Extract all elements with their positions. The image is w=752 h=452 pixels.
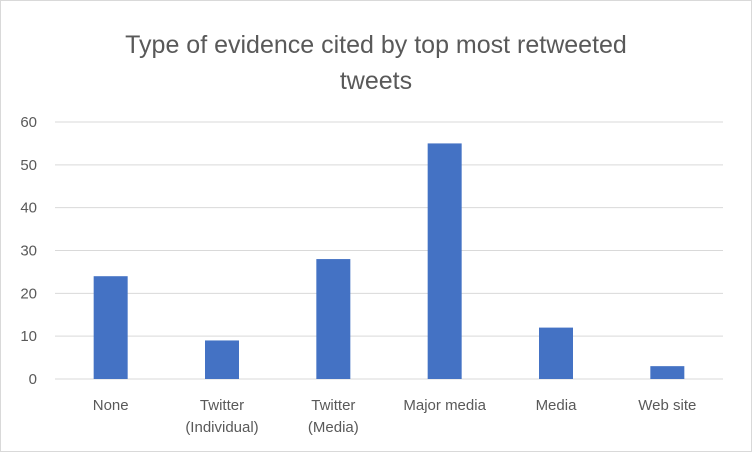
chart-title-line-2: tweets	[339, 67, 413, 95]
x-category-label-line: Twitter	[200, 397, 244, 414]
bar	[205, 340, 239, 379]
y-tick-label: 0	[29, 371, 37, 388]
x-category-label: Media	[536, 397, 578, 414]
x-category-label: Web site	[638, 397, 696, 414]
x-category-label: Twitter (Individual)	[185, 397, 258, 436]
x-category-label-line: (Individual)	[185, 419, 258, 436]
x-category-label: Major media	[403, 397, 486, 414]
x-category-label-line: Twitter	[311, 397, 355, 414]
x-category-label-line: (Media)	[308, 419, 359, 436]
bar	[539, 327, 573, 379]
bar	[93, 276, 128, 379]
bar	[650, 366, 685, 379]
x-category-label: Twitter (Media)	[308, 397, 359, 436]
y-tick-label: 10	[20, 328, 37, 345]
chart-title-line-1: Type of evidence cited by top most retwe…	[125, 31, 627, 59]
x-category-label-line: None	[93, 397, 129, 414]
bar	[427, 143, 462, 379]
y-axis-ticks: 0 10 20 30 40 50 60	[20, 114, 37, 388]
x-category-label: None	[93, 397, 129, 414]
x-category-label-line: Web site	[638, 397, 696, 414]
y-tick-label: 20	[20, 285, 37, 302]
bars	[93, 143, 685, 379]
gridlines	[55, 121, 723, 380]
chart-title: Type of evidence cited by top most retwe…	[1, 27, 751, 99]
y-tick-label: 50	[20, 157, 37, 174]
x-category-label-line: Major media	[403, 397, 486, 414]
bar	[316, 259, 351, 379]
x-axis-categories: None Twitter (Individual) Twitter (Media) Maj…	[93, 397, 697, 436]
y-tick-label: 60	[20, 114, 37, 131]
x-category-label-line: Media	[536, 397, 578, 414]
y-tick-label: 30	[20, 243, 37, 260]
y-tick-label: 40	[20, 200, 37, 217]
